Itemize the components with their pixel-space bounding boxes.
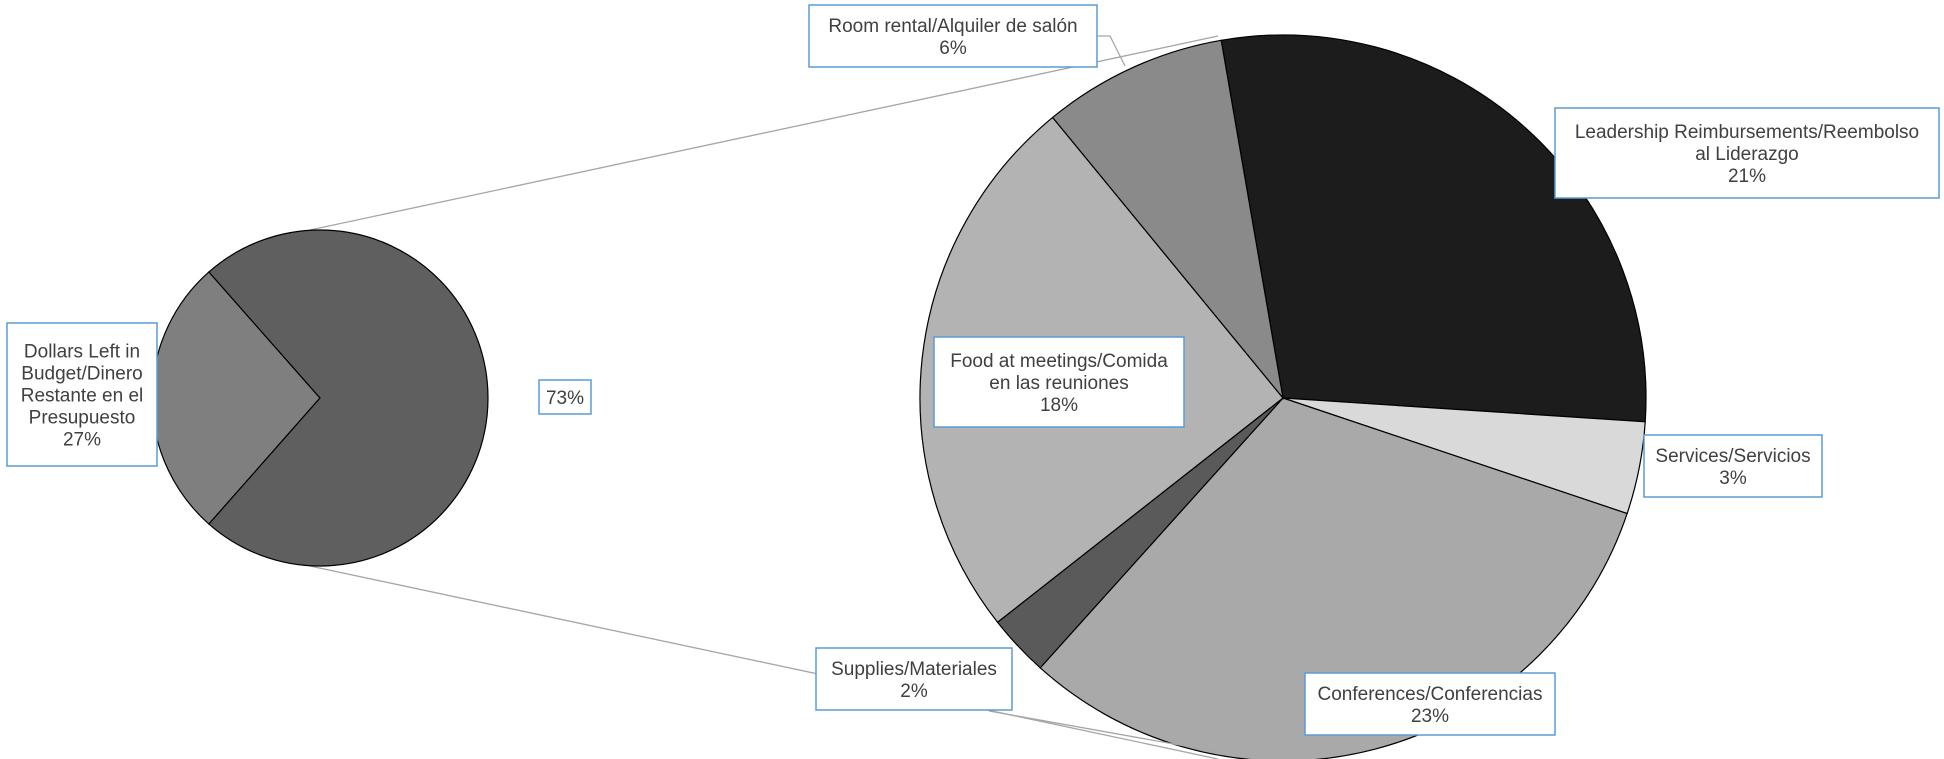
label-services-text-1: Services/Servicios <box>1655 446 1810 467</box>
label-food-at-meetings-text-3: 18% <box>1040 395 1078 416</box>
label-dollars-left-in-budget-text-2: Budget/Dinero <box>21 364 142 385</box>
secondary-pie <box>919 34 1647 759</box>
primary-pie <box>151 229 489 567</box>
label-leadership-reimbursements-text-3: 21% <box>1728 166 1766 187</box>
label-supplies-text-2: 2% <box>900 681 928 702</box>
label-food-at-meetings-text-1: Food at meetings/Comida <box>950 351 1168 372</box>
label-supplies-box <box>815 647 1013 711</box>
label-food-at-meetings-text-2: en las reuniones <box>989 373 1128 394</box>
label-supplies-text-1: Supplies/Materiales <box>831 659 997 680</box>
primary-slice-expanded <box>208 229 489 567</box>
label-services-text-2: 3% <box>1719 468 1747 489</box>
label-food-at-meetings-box <box>933 336 1185 428</box>
label-room-rental-text-2: 6% <box>939 38 967 59</box>
label-dollars-left-in-budget-box <box>6 322 158 467</box>
connector-lines <box>309 35 1219 759</box>
label-conferences-text-2: 23% <box>1411 706 1449 727</box>
connector-line-bottom <box>309 565 1219 759</box>
data-labels: 73% Dollars Left inBudget/DineroRestante … <box>6 4 1940 736</box>
label-dollars-left-in-budget-text-3: Restante en el <box>21 386 144 407</box>
label-supplies-leader <box>988 710 1214 752</box>
label-leadership-reimbursements-box <box>1554 107 1940 199</box>
secondary-slice-conferences <box>1039 397 1628 759</box>
label-expanded-box <box>538 379 592 415</box>
secondary-slice-room-rental <box>1051 39 1284 401</box>
label-room-rental-box <box>808 4 1098 68</box>
label-expanded-text-1: 73% <box>546 388 584 409</box>
label-conferences-box <box>1304 672 1556 736</box>
label-expanded: 73% <box>538 379 592 415</box>
connector-line-top <box>309 35 1219 231</box>
label-leadership-reimbursements-text-1: Leadership Reimbursements/Reembolso <box>1575 122 1919 143</box>
label-conferences-text-1: Conferences/Conferencias <box>1318 684 1543 705</box>
label-room-rental-text-1: Room rental/Alquiler de salón <box>828 16 1077 37</box>
label-services-box <box>1643 434 1823 498</box>
label-dollars-left-in-budget-text-1: Dollars Left in <box>24 342 140 363</box>
secondary-slice-leadership-reimbursements <box>1220 34 1647 423</box>
label-leadership-reimbursements-text-2: al Liderazgo <box>1695 144 1799 165</box>
label-dollars-left-in-budget-text-4: Presupuesto <box>29 408 136 429</box>
label-dollars-left-in-budget-text-5: 27% <box>63 430 101 451</box>
label-room-rental-leader <box>1097 35 1126 67</box>
